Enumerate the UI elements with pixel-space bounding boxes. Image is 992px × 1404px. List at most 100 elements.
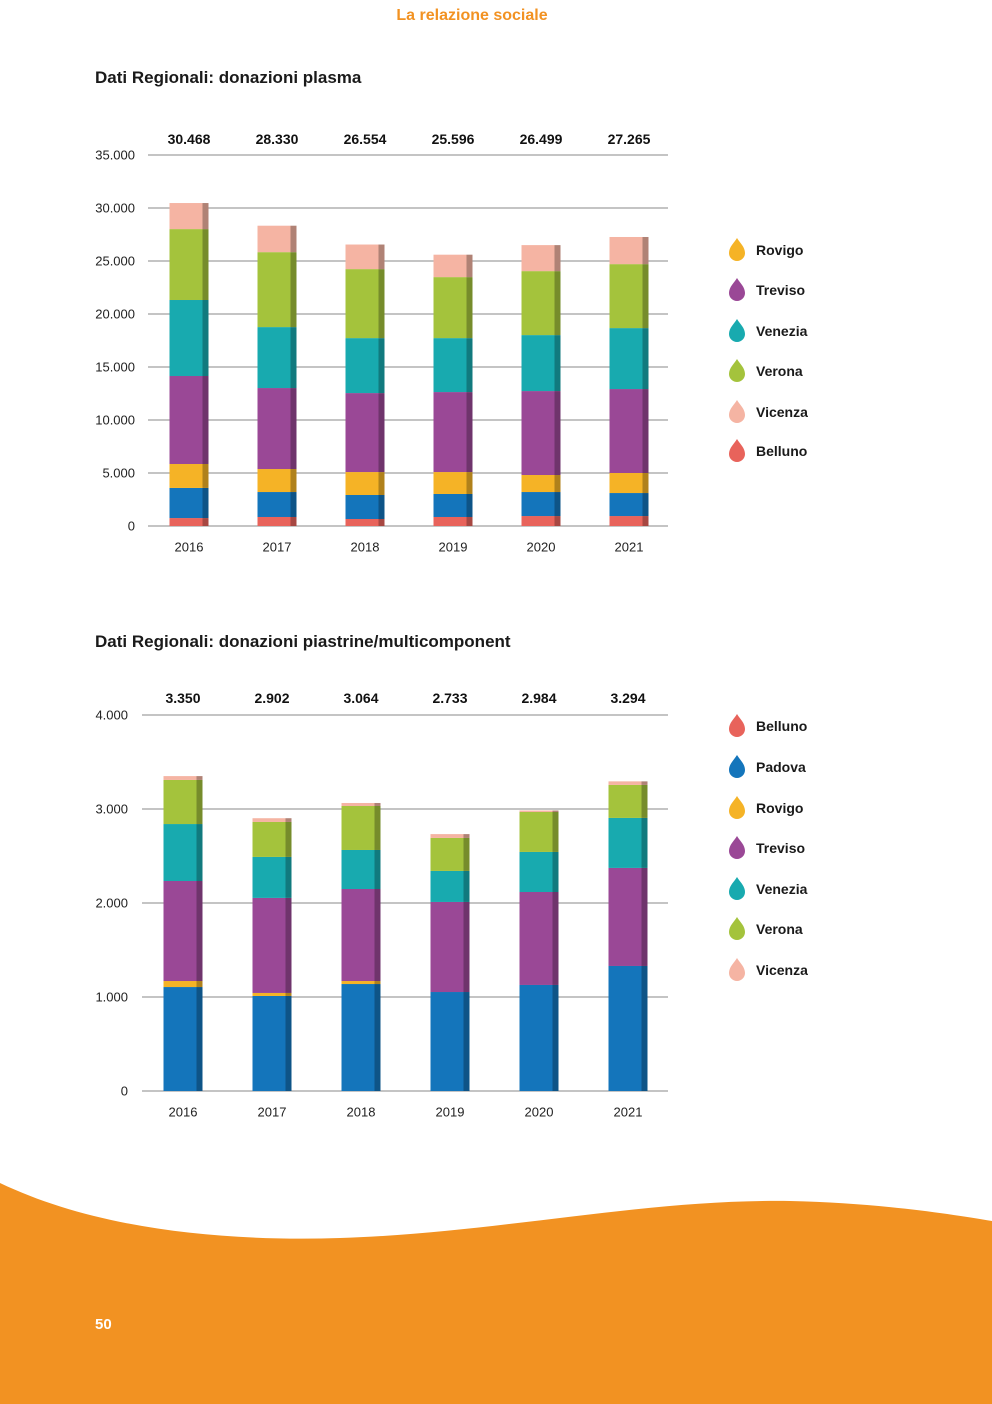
bar-side-face	[466, 493, 473, 517]
bar-front-face	[169, 203, 203, 230]
x-tick-label: 2019	[436, 1105, 465, 1120]
platelet-donations-chart: 01.0002.0003.0004.0003.35020162.90220173…	[95, 690, 808, 1120]
drop-icon	[729, 238, 745, 261]
bar-segment-treviso-2020	[521, 391, 561, 476]
bar-side-face	[290, 516, 297, 526]
bar-2020	[521, 245, 561, 526]
bar-segment-treviso-2018	[345, 393, 385, 473]
bar-side-face	[642, 264, 649, 329]
bar-front-face	[521, 475, 555, 493]
bar-front-face	[433, 277, 467, 339]
bar-front-face	[257, 225, 291, 253]
bar-segment-verona-2019	[430, 837, 470, 871]
bar-total-label: 26.554	[344, 131, 387, 147]
bar-segment-belluno-2020	[521, 516, 561, 526]
legend-item-rovigo: Rovigo	[729, 796, 803, 819]
bar-front-face	[521, 492, 555, 517]
bar-front-face	[345, 244, 379, 270]
bar-front-face	[433, 493, 467, 517]
bar-segment-rovigo-2017	[257, 469, 297, 493]
gridlines: 0 5.000 10.000 15.000 20.000 25.000 30.000 35.0…	[95, 148, 668, 534]
bar-segment-belluno-2018	[345, 519, 385, 526]
bar-total-label: 27.265	[608, 131, 651, 147]
bar-segment-vicenza-2017	[257, 225, 297, 253]
bar-side-face	[463, 870, 470, 902]
bar-side-face	[285, 992, 292, 996]
bar-total-label: 2.984	[521, 690, 556, 706]
footer-wave-shape	[0, 1183, 992, 1404]
bar-side-face	[285, 818, 292, 822]
bar-side-face	[285, 897, 292, 993]
bar-segment-vicenza-2016	[163, 776, 203, 780]
bar-segment-treviso-2018	[341, 888, 381, 982]
bar-front-face	[609, 389, 643, 473]
bar-segment-verona-2020	[519, 812, 559, 852]
bar-side-face	[378, 494, 385, 520]
bar-segment-verona-2021	[609, 264, 649, 329]
bar-front-face	[252, 818, 286, 822]
x-tick-label: 2020	[525, 1105, 554, 1120]
bar-front-face	[252, 992, 286, 996]
bar-segment-treviso-2020	[519, 892, 559, 985]
bar-side-face	[202, 229, 209, 301]
x-tick-label: 2017	[263, 540, 292, 555]
drop-icon	[729, 796, 745, 819]
bar-side-face	[378, 519, 385, 526]
bar-2020	[519, 810, 559, 1091]
bar-segment-vicenza-2019	[433, 254, 473, 278]
drop-icon	[729, 958, 745, 981]
bar-segment-rovigo-2016	[169, 463, 209, 488]
bar-segment-verona-2018	[341, 805, 381, 850]
y-tick-label: 25.000	[95, 254, 135, 269]
bar-segment-vicenza-2021	[609, 236, 649, 265]
bar-front-face	[345, 269, 379, 339]
bar-2021	[609, 236, 649, 526]
bar-segment-treviso-2016	[163, 881, 203, 982]
y-tick-label: 0	[128, 519, 135, 534]
bar-front-face	[521, 391, 555, 476]
legend-item-vicenza: Vicenza	[729, 958, 808, 981]
bar-segment-padova-2016	[169, 487, 209, 519]
bar-front-face	[608, 781, 642, 785]
y-tick-label: 5.000	[102, 466, 135, 481]
bar-side-face	[290, 388, 297, 470]
bar-segment-rovigo-2017	[252, 992, 292, 996]
bar-segment-venezia-2020	[521, 335, 561, 392]
legend-item-verona: Verona	[729, 917, 803, 940]
bar-front-face	[433, 338, 467, 393]
bar-total-label: 25.596	[432, 131, 475, 147]
bar-side-face	[374, 984, 381, 1091]
legend-label: Verona	[756, 363, 803, 379]
bar-front-face	[169, 487, 203, 519]
bar-side-face	[642, 493, 649, 517]
bar-segment-treviso-2019	[430, 901, 470, 993]
bar-total-label: 2.902	[254, 690, 289, 706]
y-tick-label: 1.000	[95, 990, 128, 1005]
bar-segment-padova-2017	[257, 492, 297, 517]
bar-total-label: 3.350	[165, 690, 200, 706]
bar-side-face	[202, 463, 209, 488]
bar-segment-padova-2016	[163, 987, 203, 1091]
bar-2017	[252, 818, 292, 1091]
bar-segment-vicenza-2019	[430, 834, 470, 838]
bar-segment-verona-2016	[169, 229, 209, 301]
legend-label: Treviso	[756, 840, 805, 856]
drop-icon	[729, 359, 745, 382]
x-tick-label: 2017	[258, 1105, 287, 1120]
bar-side-face	[642, 516, 649, 526]
bar-segment-venezia-2018	[345, 338, 385, 394]
bar-segment-venezia-2019	[433, 338, 473, 393]
bar-front-face	[163, 776, 197, 780]
bar-segment-verona-2020	[521, 271, 561, 336]
bar-side-face	[641, 817, 648, 868]
bar-segment-venezia-2016	[169, 300, 209, 377]
bar-2019	[430, 834, 470, 1091]
bar-side-face	[202, 203, 209, 230]
bar-front-face	[608, 867, 642, 966]
x-tick-label: 2018	[351, 540, 380, 555]
bar-segment-treviso-2021	[608, 867, 648, 966]
bar-side-face	[554, 271, 561, 336]
bar-side-face	[290, 469, 297, 493]
bar-segment-vicenza-2018	[345, 244, 385, 270]
bar-front-face	[341, 849, 375, 889]
